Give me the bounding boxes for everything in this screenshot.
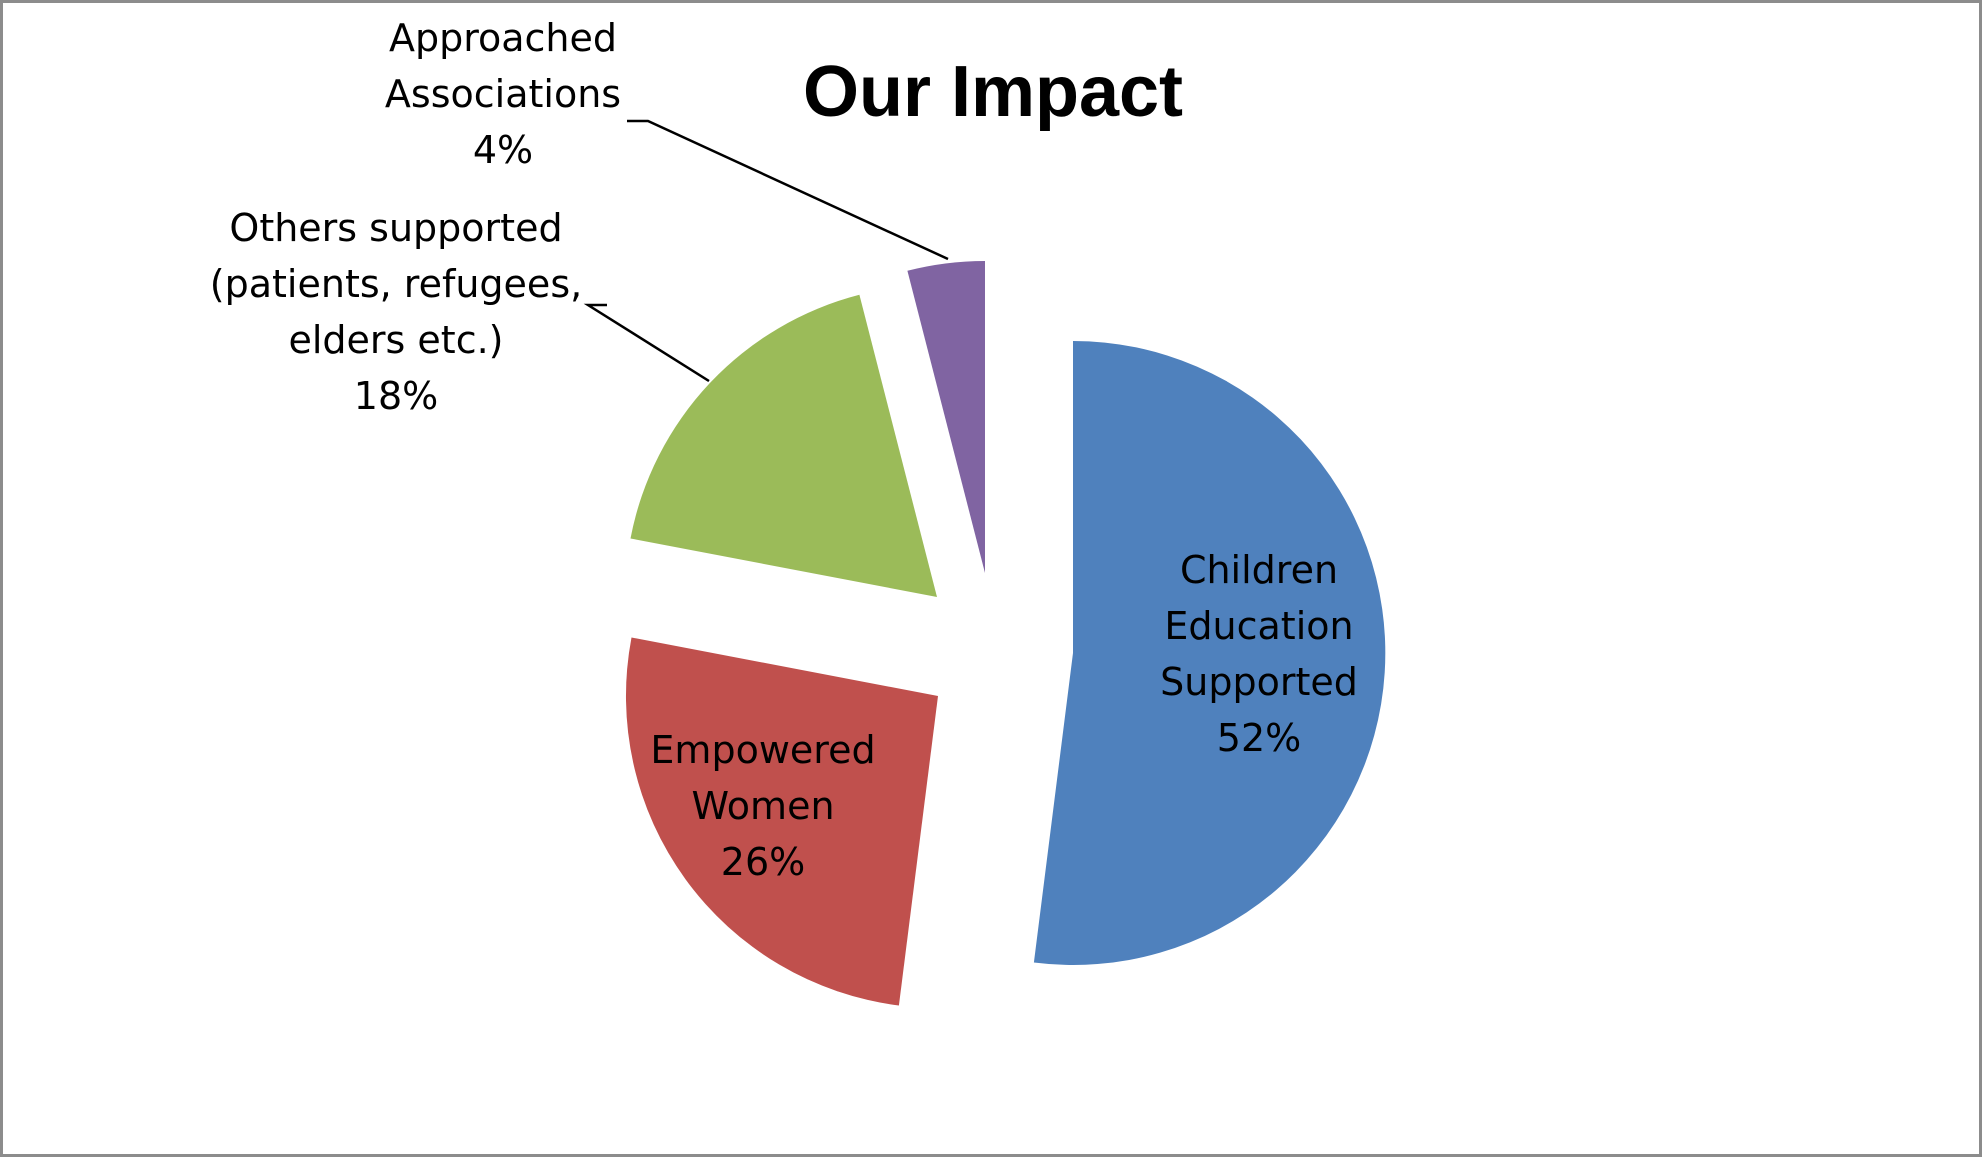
pie-slice-approached-associations — [907, 261, 985, 573]
slice-label-empowered-women: Empowered Women 26% — [650, 728, 875, 884]
chart-title: Our Impact — [803, 52, 1183, 132]
pie-slice-others-supported-patients-refugees-elders-etc — [630, 294, 937, 597]
slice-labels: Children Education Supported 52% Empowered Wo… — [210, 16, 1358, 884]
slice-label-children-education-supported: Children Education Supported 52% — [1160, 548, 1358, 760]
pie-slices — [625, 261, 1386, 1006]
slice-label-others-supported-patients-refugees-elders-etc: Others supported (patients, refugees, elde… — [210, 206, 582, 418]
pie-chart: Our Impact Children Education Supported 52%… — [210, 16, 1386, 1006]
pie-slice-children-education-supported — [1033, 340, 1386, 965]
leader-lines — [583, 119, 949, 383]
pie-slice-empowered-women — [625, 637, 938, 1006]
leader-line-approached-associations — [627, 119, 949, 261]
leader-line-others-supported-patients-refugees-elders-etc — [583, 303, 710, 383]
slice-label-approached-associations: Approached Associations 4% — [385, 16, 621, 172]
